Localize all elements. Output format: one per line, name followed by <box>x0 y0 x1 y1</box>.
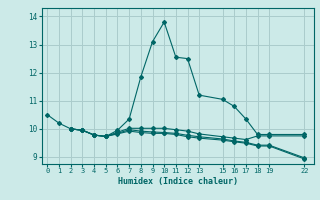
X-axis label: Humidex (Indice chaleur): Humidex (Indice chaleur) <box>118 177 237 186</box>
